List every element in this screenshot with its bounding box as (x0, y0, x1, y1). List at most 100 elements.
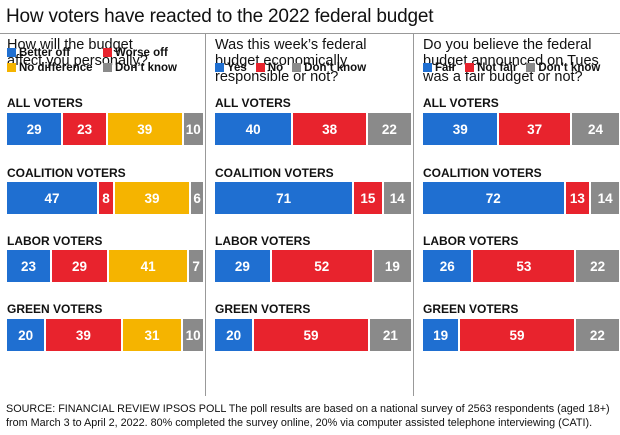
legend-label: Don’t know (538, 62, 601, 74)
legend: Fair Not fair Don’t know (423, 62, 609, 74)
bar-value-label: 29 (234, 258, 250, 274)
panel-divider-2 (413, 34, 414, 396)
bar-segment: 39 (114, 182, 192, 214)
chart-panel-1: How will the budget affect you personally… (7, 34, 203, 394)
question-line: was a fair budget or not? (423, 69, 583, 85)
bar-value-label: 59 (303, 327, 319, 343)
bar-segment: 14 (383, 182, 411, 214)
bar-value-label: 40 (245, 121, 261, 137)
bar-value-label: 71 (276, 190, 292, 206)
group-label: LABOR VOTERS (423, 234, 519, 248)
bar-segment: 14 (591, 182, 619, 214)
bar-segment: 31 (122, 319, 184, 351)
bar-value-label: 38 (322, 121, 338, 137)
group-label: GREEN VOTERS (215, 302, 311, 316)
legend-swatch (215, 63, 224, 72)
bar-value-label: 21 (382, 327, 398, 343)
bar-value-label: 19 (384, 258, 400, 274)
legend-swatch (465, 63, 475, 72)
bar-value-label: 7 (192, 258, 200, 274)
bar-value-label: 14 (597, 190, 613, 206)
bar-value-label: 6 (193, 190, 201, 206)
panel-divider-1 (205, 34, 206, 396)
footer: SOURCE: FINANCIAL REVIEW IPSOS POLL The … (6, 402, 610, 430)
stacked-bar: 29 23 39 10 (7, 113, 203, 145)
top-divider (0, 33, 620, 34)
bar-segment: 21 (369, 319, 411, 351)
bar-segment: 19 (423, 319, 461, 351)
bar-value-label: 22 (381, 121, 397, 137)
panel-question: Do you believe the federal budget announc… (423, 37, 599, 85)
bar-value-label: 23 (77, 121, 93, 137)
stacked-bar: 23 29 41 7 (7, 250, 203, 282)
bar-value-label: 72 (485, 190, 501, 206)
group-label: LABOR VOTERS (215, 234, 311, 248)
legend-item: Don’t know (526, 62, 600, 74)
bar-segment: 29 (7, 113, 64, 145)
legend-label: Fair (435, 62, 457, 74)
legend-label: Yes (227, 62, 247, 74)
bar-segment: 37 (499, 113, 572, 145)
group-label: COALITION VOTERS (7, 166, 126, 180)
legend-label: Worse off (115, 47, 168, 59)
legend-label: Better off (19, 47, 71, 59)
bar-segment: 24 (571, 113, 619, 145)
legend-item: Not fair (465, 62, 517, 74)
bar-value-label: 15 (360, 190, 376, 206)
stacked-bar: 40 38 22 (215, 113, 411, 145)
legend-item: Don’t know (103, 61, 199, 76)
bar-value-label: 59 (509, 327, 525, 343)
stacked-bar: 39 37 24 (423, 113, 619, 145)
group-label: ALL VOTERS (7, 96, 83, 110)
bar-value-label: 26 (439, 258, 455, 274)
bar-segment: 8 (99, 182, 115, 214)
bar-segment: 71 (215, 182, 355, 214)
group-label: ALL VOTERS (423, 96, 499, 110)
bar-value-label: 14 (389, 190, 405, 206)
bar-segment: 72 (423, 182, 566, 214)
bar-segment: 26 (423, 250, 474, 282)
legend-swatch (292, 63, 302, 72)
bar-segment: 38 (293, 113, 368, 145)
question-line: Was this week’s federal (215, 37, 367, 53)
panel-question: How will the budget affect you personally… (7, 37, 148, 69)
bar-segment: 39 (46, 319, 123, 351)
chart-panel-3: Do you believe the federal budget announc… (423, 34, 619, 394)
legend-swatch (255, 63, 265, 72)
bar-value-label: 39 (452, 121, 468, 137)
bar-value-label: 13 (569, 190, 585, 206)
stacked-bar: 72 13 14 (423, 182, 619, 214)
bar-value-label: 24 (587, 121, 603, 137)
bar-value-label: 39 (144, 190, 160, 206)
bar-segment: 22 (575, 319, 619, 351)
bar-segment: 22 (576, 250, 619, 282)
bar-segment: 40 (215, 113, 294, 145)
bar-value-label: 22 (589, 327, 605, 343)
legend-item: Yes (215, 62, 247, 74)
legend: Yes No Don’t know (215, 62, 375, 74)
bar-value-label: 20 (226, 327, 242, 343)
group-label: GREEN VOTERS (423, 302, 519, 316)
legend-item: Worse off (103, 46, 199, 61)
question-line: responsible or not? (215, 69, 339, 85)
question-line: affect you personally? (7, 53, 148, 69)
chart-panel-2: Was this week’s federal budget economical… (215, 34, 411, 394)
chart-title: How voters have reacted to the 2022 fede… (6, 6, 434, 27)
legend-item: No difference (7, 61, 103, 76)
stacked-bar: 26 53 22 (423, 250, 619, 282)
question-line: budget economically (215, 53, 348, 69)
bar-segment: 59 (254, 319, 370, 351)
bar-value-label: 31 (144, 327, 160, 343)
group-label: ALL VOTERS (215, 96, 291, 110)
bar-segment: 23 (7, 250, 53, 282)
legend-item: No (255, 62, 283, 74)
bar-value-label: 29 (26, 121, 42, 137)
question-line: How will the budget (7, 37, 133, 53)
bar-value-label: 41 (140, 258, 156, 274)
panel-question: Was this week’s federal budget economical… (215, 37, 367, 85)
legend-swatch (103, 48, 112, 57)
question-line: Do you believe the federal (423, 37, 592, 53)
stacked-bar: 20 59 21 (215, 319, 411, 351)
bar-segment: 15 (354, 182, 384, 214)
bar-segment: 29 (215, 250, 272, 282)
